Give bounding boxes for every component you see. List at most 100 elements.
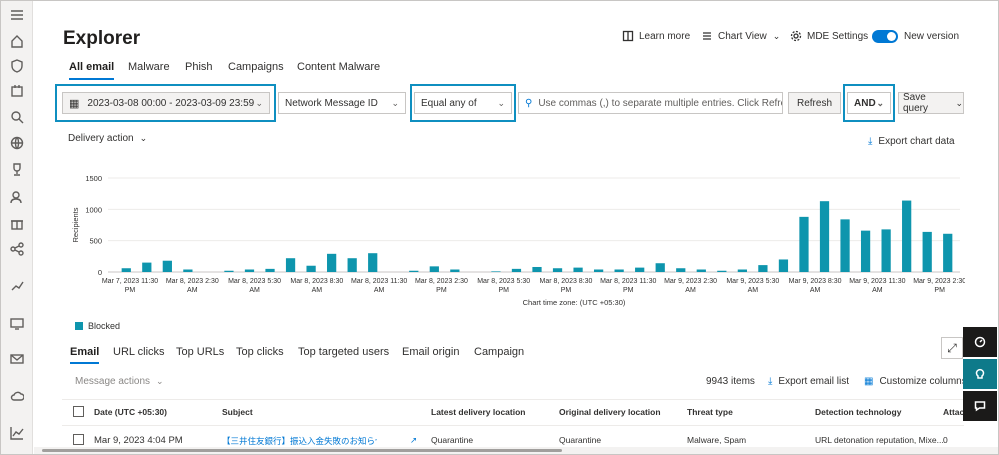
export-email-list-label: Export email list xyxy=(778,376,849,387)
export-email-list-button[interactable]: ⤓ Export email list xyxy=(768,376,849,387)
bar-blocked xyxy=(285,258,296,272)
tab-top-clicks[interactable]: Top clicks xyxy=(236,346,284,358)
select-all-checkbox[interactable] xyxy=(73,406,84,417)
feedback-button[interactable] xyxy=(963,327,997,357)
chart-icon[interactable] xyxy=(9,425,25,441)
header-latest-location[interactable]: Latest delivery location xyxy=(431,407,526,417)
x-tick-label: AM xyxy=(872,287,883,294)
tab-campaigns[interactable]: Campaigns xyxy=(228,61,284,73)
incidents-icon[interactable] xyxy=(9,83,25,99)
left-nav-rail xyxy=(1,1,33,454)
x-tick-label: AM xyxy=(312,287,323,294)
group-by-dropdown[interactable]: Delivery action ⌄ xyxy=(68,133,147,144)
tab-url-clicks[interactable]: URL clicks xyxy=(113,346,165,358)
learn-more-link[interactable]: Learn more xyxy=(622,30,690,42)
scrollbar-thumb[interactable] xyxy=(42,449,562,452)
header-date[interactable]: Date (UTC +05:30) xyxy=(94,407,167,417)
chart-view-dropdown[interactable]: Chart View ⌄ xyxy=(701,30,780,42)
horizontal-scrollbar[interactable] xyxy=(34,447,998,454)
user-settings-icon[interactable] xyxy=(9,189,25,205)
mail-icon[interactable] xyxy=(9,351,25,367)
new-version-label: New version xyxy=(904,31,960,42)
property-dropdown[interactable]: Network Message ID ⌄ xyxy=(278,92,406,114)
header-threat-type[interactable]: Threat type xyxy=(687,407,733,417)
x-tick-label: Mar 8, 2023 8:30 xyxy=(540,278,593,285)
bar-blocked xyxy=(244,269,255,272)
chat-button[interactable] xyxy=(963,391,997,421)
header-attach[interactable]: Attach xyxy=(943,407,965,417)
table-divider xyxy=(62,425,964,426)
row-checkbox[interactable] xyxy=(73,434,84,445)
logic-dropdown[interactable]: AND ⌄ xyxy=(847,92,891,114)
mde-settings-button[interactable]: MDE Settings xyxy=(790,30,868,42)
header-original-location[interactable]: Original delivery location xyxy=(559,407,661,417)
delivery-chart: 0 500 1000 1500 Recipients Mar 7, 2023 11:30 P… xyxy=(71,174,965,307)
refresh-button[interactable]: Refresh xyxy=(788,92,841,114)
export-chart-label: Export chart data xyxy=(878,136,955,147)
new-version-toggle[interactable] xyxy=(872,30,898,43)
operator-dropdown[interactable]: Equal any of ⌄ xyxy=(414,92,512,114)
export-chart-button[interactable]: ⤓ Export chart data xyxy=(868,136,955,147)
bar-blocked xyxy=(778,259,789,272)
open-external-icon[interactable]: ↗ xyxy=(410,435,418,445)
devices-icon[interactable] xyxy=(9,315,25,331)
cloud-icon[interactable] xyxy=(9,388,25,404)
bar-blocked xyxy=(162,260,172,272)
row-threat-type: Malware, Spam xyxy=(687,435,747,445)
tab-all-email[interactable]: All email xyxy=(69,61,115,80)
report-icon[interactable] xyxy=(9,277,25,293)
gift-icon[interactable] xyxy=(9,215,25,231)
menu-icon[interactable] xyxy=(9,7,25,23)
x-tick-label: Mar 8, 2023 11:30 xyxy=(351,278,407,285)
bar-blocked xyxy=(758,265,768,272)
save-query-button[interactable]: Save query ⌄ xyxy=(898,92,964,114)
shield-icon[interactable] xyxy=(9,58,25,74)
tab-email[interactable]: Email xyxy=(70,346,100,364)
tab-top-targeted-users[interactable]: Top targeted users xyxy=(298,346,390,358)
hunting-icon[interactable] xyxy=(9,109,25,125)
search-input[interactable]: ⚲ Use commas (,) to separate multiple en… xyxy=(518,92,783,114)
bar-blocked xyxy=(121,268,131,272)
tab-campaign[interactable]: Campaign xyxy=(474,346,525,358)
download-icon: ⤓ xyxy=(868,136,873,147)
bar-blocked xyxy=(819,201,830,272)
group-by-label: Delivery action xyxy=(68,133,134,144)
download-icon: ⤓ xyxy=(768,376,773,387)
search-icon: ⚲ xyxy=(525,97,533,109)
tab-content-malware[interactable]: Content Malware xyxy=(297,61,381,73)
bar-blocked xyxy=(635,267,645,272)
new-version-toggle-group: New version xyxy=(872,30,959,43)
chat-icon xyxy=(974,401,986,412)
bar-blocked xyxy=(552,268,563,272)
x-tick-label: Mar 8, 2023 5:30 xyxy=(228,278,281,285)
trophy-icon[interactable] xyxy=(9,161,25,177)
operator-highlight xyxy=(410,84,516,122)
bar-blocked xyxy=(696,269,706,272)
bar-blocked xyxy=(511,268,522,272)
x-axis-label: Chart time zone: (UTC +05:30) xyxy=(523,298,626,307)
share-icon[interactable] xyxy=(9,241,25,257)
tab-email-origin[interactable]: Email origin xyxy=(402,346,460,358)
x-tick-label: Mar 8, 2023 2:30 xyxy=(166,278,219,285)
x-tick-label: Mar 9, 2023 2:30 xyxy=(664,278,717,285)
property-value: Network Message ID xyxy=(285,97,378,109)
expand-icon[interactable]: ⤢ xyxy=(941,337,963,359)
row-subject-link[interactable]: 【三井住友銀行】振込入金失敗のお知らせ xyxy=(222,436,377,446)
bar-blocked xyxy=(943,233,953,272)
date-range-picker[interactable]: ▦ 2023-03-08 00:00 - 2023-03-09 23:59 ⌄ xyxy=(62,92,270,114)
customize-columns-button[interactable]: ▦ Customize columns xyxy=(864,376,967,387)
header-subject[interactable]: Subject xyxy=(222,407,253,417)
mde-settings-label: MDE Settings xyxy=(807,30,869,42)
tab-phish[interactable]: Phish xyxy=(185,61,213,73)
legend-swatch-blocked xyxy=(75,322,83,330)
bar-blocked xyxy=(183,269,193,272)
home-icon[interactable] xyxy=(9,33,25,49)
tab-malware[interactable]: Malware xyxy=(128,61,170,73)
globe-icon[interactable] xyxy=(9,135,25,151)
tab-top-urls[interactable]: Top URLs xyxy=(176,346,225,358)
help-button[interactable] xyxy=(963,359,997,389)
bar-blocked xyxy=(327,253,337,272)
message-actions-dropdown[interactable]: Message actions ⌄ xyxy=(75,376,164,387)
row-date: Mar 9, 2023 4:04 PM xyxy=(94,435,183,446)
header-detection-technology[interactable]: Detection technology xyxy=(815,407,902,417)
